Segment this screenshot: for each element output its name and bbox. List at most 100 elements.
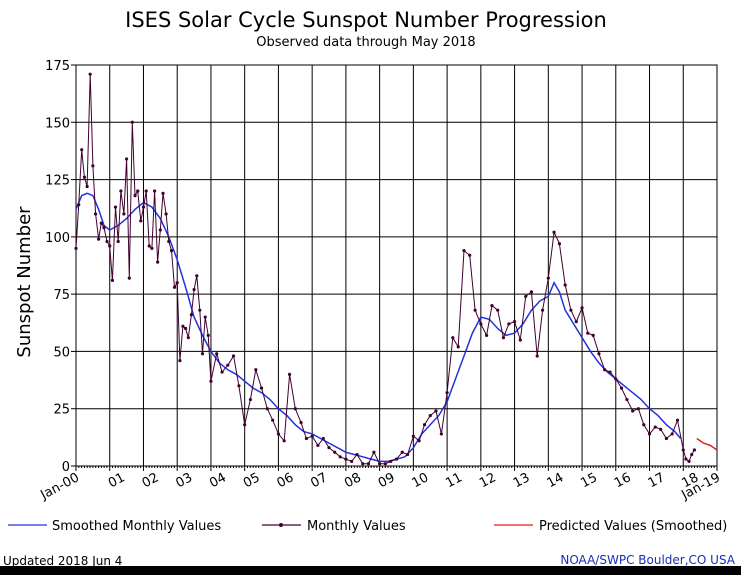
data-point (186, 336, 190, 340)
data-point (591, 333, 595, 337)
data-point (625, 397, 629, 402)
data-point (490, 304, 494, 308)
x-tick-label: 09 (376, 470, 398, 491)
y-tick-label: 100 (45, 231, 70, 246)
x-tick-label: 03 (173, 470, 195, 491)
legend-monthly-label: Monthly Values (307, 519, 406, 534)
data-point (439, 432, 443, 436)
data-point (181, 324, 185, 328)
data-point (206, 333, 210, 337)
data-point (102, 226, 106, 230)
data-point (468, 253, 472, 257)
x-tick-label: Jan-00 (38, 470, 82, 503)
x-tick-label: 14 (545, 470, 567, 491)
x-tick-label: 05 (241, 470, 263, 491)
legend: Smoothed Monthly Values Monthly Values P… (8, 519, 727, 534)
data-point (614, 377, 618, 381)
smoothed-series (75, 192, 682, 463)
data-point (215, 352, 219, 356)
data-point (108, 244, 112, 248)
data-point (535, 354, 539, 358)
data-point (350, 459, 354, 464)
data-point (631, 409, 635, 413)
data-point (675, 418, 680, 422)
data-point (237, 384, 241, 388)
predicted-series (696, 437, 718, 451)
y-tick-label: 25 (53, 403, 70, 418)
data-point (580, 306, 584, 310)
data-point (619, 386, 624, 390)
data-point (276, 432, 281, 436)
data-point (97, 237, 101, 241)
legend-smoothed-label: Smoothed Monthly Values (52, 519, 221, 534)
data-point (282, 439, 286, 443)
data-point (141, 205, 146, 209)
y-tick-label: 75 (53, 288, 70, 303)
data-point (299, 420, 303, 425)
data-point (91, 164, 95, 168)
chart-subtitle: Observed data through May 2018 (256, 35, 475, 50)
data-point (169, 249, 174, 253)
data-point (529, 290, 534, 294)
monthly-series (74, 72, 696, 466)
y-axis-label: Sunspot Number (14, 206, 35, 358)
data-point (192, 287, 196, 292)
data-point (608, 370, 612, 374)
data-point (113, 205, 118, 209)
legend-monthly-marker (279, 523, 283, 527)
data-point (383, 462, 387, 466)
data-point (372, 450, 376, 454)
data-point (203, 315, 207, 319)
data-point (119, 189, 123, 193)
data-point (80, 148, 84, 152)
x-tick-label: 07 (308, 470, 330, 491)
data-point (333, 450, 337, 454)
data-point (338, 455, 342, 459)
data-point (265, 407, 269, 411)
data-point (462, 249, 466, 253)
data-point (243, 423, 247, 427)
data-point (428, 413, 432, 418)
data-point (167, 239, 171, 244)
y-tick-label: 0 (62, 460, 70, 475)
x-tick-label: 01 (106, 470, 128, 491)
data-point (156, 260, 160, 264)
data-point (690, 452, 694, 457)
data-point (361, 462, 365, 466)
data-point (394, 457, 399, 461)
data-point (200, 352, 205, 356)
data-point (540, 308, 545, 312)
x-tick-label: 11 (443, 470, 465, 491)
data-point (512, 320, 517, 324)
data-point (366, 462, 371, 466)
data-point (479, 322, 483, 326)
data-point (127, 276, 131, 280)
legend-predicted-label: Predicted Values (Smoothed) (539, 519, 727, 534)
data-point (310, 434, 314, 438)
data-point (248, 397, 253, 402)
y-tick-label: 125 (45, 174, 70, 189)
data-point (569, 308, 573, 312)
data-point (158, 228, 162, 232)
data-point (670, 432, 674, 436)
data-point (195, 274, 199, 278)
data-point (139, 219, 143, 223)
x-tick-label: 17 (646, 470, 668, 491)
data-point (110, 278, 115, 282)
data-point (355, 452, 359, 457)
data-point (378, 462, 382, 466)
data-point (642, 423, 646, 427)
data-point (681, 448, 685, 452)
data-point (636, 407, 640, 411)
data-point (484, 333, 489, 337)
data-point (327, 446, 331, 450)
data-point (445, 391, 449, 395)
data-point (178, 358, 182, 363)
data-point (389, 459, 393, 464)
data-point (136, 189, 140, 193)
data-point (507, 322, 511, 326)
data-point (501, 336, 506, 340)
data-point (456, 345, 460, 349)
y-tick-label: 175 (45, 59, 70, 74)
